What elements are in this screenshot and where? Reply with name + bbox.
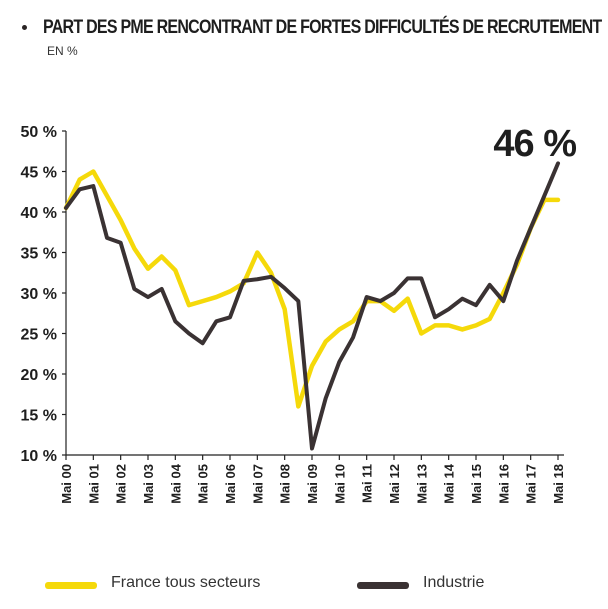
x-tick-label: Mai 12: [387, 464, 402, 504]
x-tick-label: Mai 11: [360, 464, 375, 503]
x-tick-label: Mai 06: [223, 464, 238, 504]
x-tick-label: Mai 10: [332, 464, 347, 504]
x-tick-label: Mai 02: [114, 464, 129, 504]
legend-swatch-france: [45, 582, 97, 589]
y-tick-label: 45 %: [21, 165, 57, 182]
y-tick-label: 35 %: [21, 246, 57, 263]
y-tick-label: 25 %: [21, 327, 57, 344]
x-tick-label: Mai 09: [305, 464, 320, 504]
x-tick-label: Mai 00: [59, 464, 74, 504]
series-line-france: [63, 169, 561, 409]
x-tick-label: Mai 03: [141, 464, 156, 504]
legend: France tous secteurs Industrie: [0, 570, 608, 600]
chart-title: PART DES PME RENCONTRANT DE FORTES DIFFI…: [43, 16, 602, 38]
y-tick-label: 10 %: [21, 448, 57, 465]
y-tick-label: 30 %: [21, 286, 57, 303]
legend-label-industrie: Industrie: [423, 574, 485, 591]
y-tick-label: 20 %: [21, 367, 57, 384]
x-tick-label: Mai 18: [551, 464, 566, 504]
series-line-industrie: [64, 161, 560, 451]
x-tick-label: Mai 14: [442, 463, 457, 504]
chart-subtitle: EN %: [47, 44, 78, 58]
x-tick-label: Mai 05: [196, 464, 211, 504]
title-bullet-icon: [22, 25, 27, 30]
legend-label-france: France tous secteurs: [111, 574, 261, 591]
line-chart: 10 % 15 % 20 % 25 % 30 % 35 % 40 % 45 % 50 % Mai…: [21, 123, 578, 504]
x-tick-label: Mai 15: [469, 464, 484, 504]
x-tick-label: Mai 13: [414, 464, 429, 504]
x-tick-label: Mai 17: [524, 464, 539, 504]
x-axis-ticks: Mai 00 Mai 01 Mai 02 Mai 03 Mai 04 Mai 05 Mai …: [59, 455, 566, 504]
x-tick-label: Mai 01: [86, 464, 101, 504]
x-tick-label: Mai 07: [250, 464, 265, 504]
annotation-label: 46 %: [493, 123, 576, 165]
legend-swatch-industrie: [357, 582, 409, 589]
x-tick-label: Mai 04: [168, 463, 183, 504]
x-tick-label: Mai 16: [496, 464, 511, 504]
y-axis-ticks: 10 % 15 % 20 % 25 % 30 % 35 % 40 % 45 % 50 %: [21, 124, 66, 465]
y-tick-label: 15 %: [21, 408, 57, 425]
y-tick-label: 40 %: [21, 205, 57, 222]
x-tick-label: Mai 08: [278, 464, 293, 504]
y-tick-label: 50 %: [21, 124, 57, 141]
series-layer: [63, 161, 561, 451]
